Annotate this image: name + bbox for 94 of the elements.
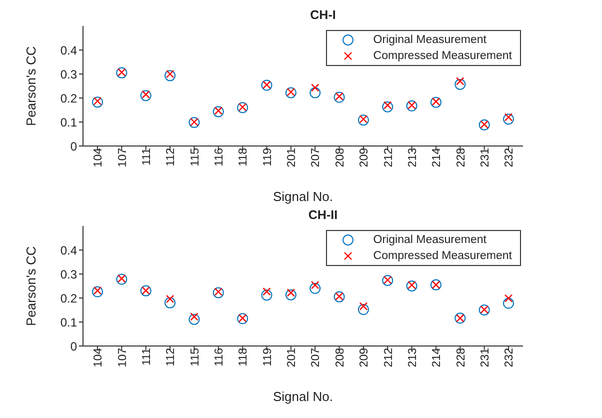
point [142, 90, 150, 98]
point [358, 304, 369, 316]
x-axis-title: Signal No. [273, 189, 333, 204]
y-tick-label: 0.1 [60, 315, 78, 330]
point [382, 101, 394, 112]
x-tick-label: 208 [334, 348, 346, 368]
x-tick-label: 228 [455, 148, 468, 168]
x-tick-label: 213 [406, 148, 419, 168]
x-tick-label: 213 [406, 348, 419, 368]
point [92, 286, 104, 298]
x-tick-label: 112 [165, 348, 178, 366]
point [358, 114, 369, 126]
point [359, 115, 368, 124]
x-axis-title: Signal No. [273, 389, 333, 404]
y-tick-label: 0.2 [60, 91, 78, 106]
x-tick-label: 119 [262, 148, 274, 166]
y-tick-label: 0 [70, 339, 78, 354]
x-tick-label: 212 [382, 148, 395, 168]
point [334, 92, 345, 103]
point [456, 77, 464, 86]
point [261, 290, 272, 301]
x-tick-label: 116 [214, 148, 226, 166]
x-tick-label: 228 [455, 348, 468, 368]
x-tick-label: 111 [141, 348, 154, 366]
x-tick-label: 201 [286, 148, 298, 168]
x-tick-label: 119 [262, 348, 274, 366]
point [504, 113, 513, 122]
point [286, 288, 296, 297]
y-tick-label: 0.4 [60, 243, 78, 258]
point [93, 286, 102, 295]
y-tick-label: 0.3 [60, 267, 78, 282]
x-tick-label: 214 [431, 147, 444, 168]
legend-label: Original Measurement [373, 34, 486, 46]
y-tick-label: 0.4 [60, 43, 78, 58]
y-tick-label: 0.3 [60, 67, 78, 82]
x-tick-label: 231 [479, 148, 492, 168]
x-tick-label: 209 [358, 348, 371, 368]
point [92, 96, 104, 108]
x-tick-label: 107 [116, 348, 129, 368]
point [310, 280, 320, 290]
legend-label: Compressed Measurement [373, 50, 512, 62]
point [214, 288, 222, 296]
x-tick-label: 104 [92, 347, 105, 368]
point [190, 312, 198, 321]
point [214, 106, 222, 115]
chart-title: CH-II [307, 208, 339, 222]
x-tick-label: 104 [92, 147, 105, 168]
y-tick-label: 0 [70, 139, 78, 154]
x-tick-label: 232 [504, 348, 516, 368]
point [140, 90, 152, 102]
point [166, 294, 174, 304]
point [310, 84, 320, 92]
x-tick-label: 207 [310, 148, 322, 168]
x-tick-label: 209 [358, 148, 371, 168]
point [164, 297, 176, 308]
legend-label: Compressed Measurement [373, 250, 512, 262]
point [335, 92, 344, 100]
x-tick-label: 115 [189, 148, 202, 166]
point [166, 70, 174, 78]
point [285, 289, 296, 300]
point [212, 106, 224, 118]
point [502, 114, 514, 125]
chart-title: CH-I [309, 8, 337, 22]
x-tick-label: 107 [116, 148, 129, 168]
x-tick-label: 208 [334, 148, 346, 168]
x-tick-label: 201 [286, 348, 298, 368]
point [93, 97, 102, 106]
y-axis-title: Pearson's CC [24, 246, 39, 326]
x-tick-label: 212 [382, 348, 395, 368]
x-tick-label: 116 [214, 348, 226, 366]
x-tick-label: 115 [189, 348, 202, 366]
point [212, 287, 224, 298]
y-axis-title: Pearson's CC [24, 46, 39, 126]
point [504, 294, 513, 302]
x-tick-label: 111 [141, 148, 154, 166]
point [164, 70, 176, 82]
y-tick-label: 0.2 [60, 291, 78, 306]
legend-label: Original Measurement [373, 234, 486, 246]
y-tick-label: 0.1 [60, 115, 78, 130]
x-tick-label: 118 [238, 148, 250, 166]
point [359, 302, 368, 310]
x-tick-label: 231 [479, 348, 492, 368]
x-tick-label: 232 [504, 148, 516, 168]
point [262, 287, 271, 296]
x-tick-label: 118 [238, 348, 250, 366]
point [384, 101, 392, 110]
x-tick-label: 207 [310, 348, 322, 368]
point [188, 314, 200, 325]
point [454, 78, 466, 90]
point [502, 298, 514, 309]
x-tick-label: 112 [165, 148, 178, 166]
x-tick-label: 214 [431, 347, 444, 368]
point [310, 87, 321, 98]
point [310, 282, 321, 294]
